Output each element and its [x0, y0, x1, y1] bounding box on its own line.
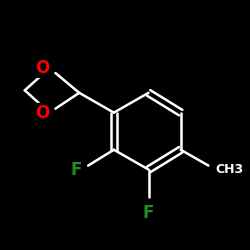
Text: F: F — [70, 160, 82, 178]
Text: O: O — [35, 59, 50, 77]
Text: O: O — [35, 104, 50, 122]
Text: F: F — [143, 204, 154, 222]
Text: CH3: CH3 — [215, 163, 244, 176]
